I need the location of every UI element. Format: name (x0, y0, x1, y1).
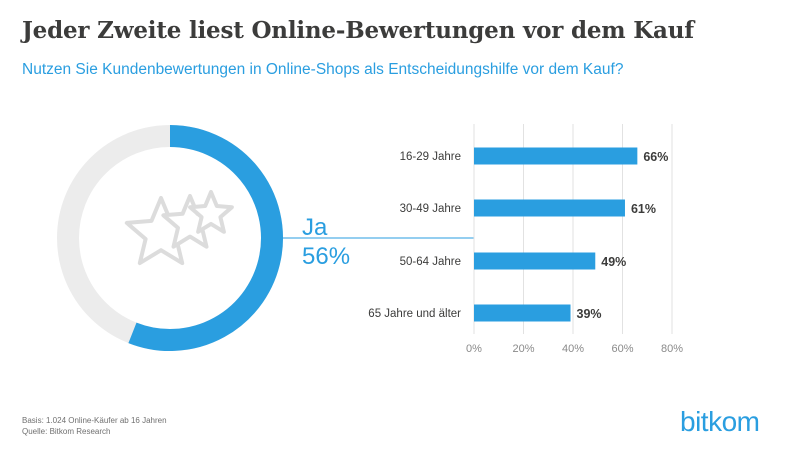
bar (474, 304, 571, 322)
donut-slice-value: 56% (302, 243, 350, 270)
category-label: 50-64 Jahre (400, 256, 461, 268)
bar-chart: 0% 20% 40% 60% 80% 16-29 Jahre 66% 30-49 Jahre 6… (368, 124, 683, 355)
donut-slice-label: Ja (302, 214, 328, 241)
x-tick-label: 40% (562, 343, 584, 355)
category-label: 65 Jahre und älter (368, 308, 461, 320)
bar-value-label: 66% (643, 150, 668, 164)
bar-value-label: 39% (577, 307, 602, 321)
category-label: 30-49 Jahre (400, 203, 461, 215)
x-tick-label: 80% (661, 343, 683, 355)
bar-value-label: 61% (631, 202, 656, 216)
x-tick-label: 20% (512, 343, 534, 355)
bar (474, 147, 638, 165)
page-subtitle: Nutzen Sie Kundenbewertungen in Online-S… (22, 61, 624, 78)
x-tick-label: 60% (611, 343, 633, 355)
page-title: Jeder Zweite liest Online-Bewertungen vo… (22, 17, 694, 44)
star-icon (188, 190, 234, 234)
stars-icon (124, 190, 234, 266)
footnote-source: Quelle: Bitkom Research (22, 427, 111, 436)
donut-slice-ja (128, 125, 283, 351)
x-tick-label: 0% (466, 343, 482, 355)
category-label: 16-29 Jahre (400, 151, 461, 163)
footnote-basis: Basis: 1.024 Online-Käufer ab 16 Jahren (22, 416, 167, 425)
bar-value-label: 49% (601, 255, 626, 269)
bar (474, 252, 596, 270)
logo-text: bitkom (680, 406, 759, 437)
bitkom-logo: bitkom (680, 406, 760, 437)
bar (474, 199, 625, 217)
